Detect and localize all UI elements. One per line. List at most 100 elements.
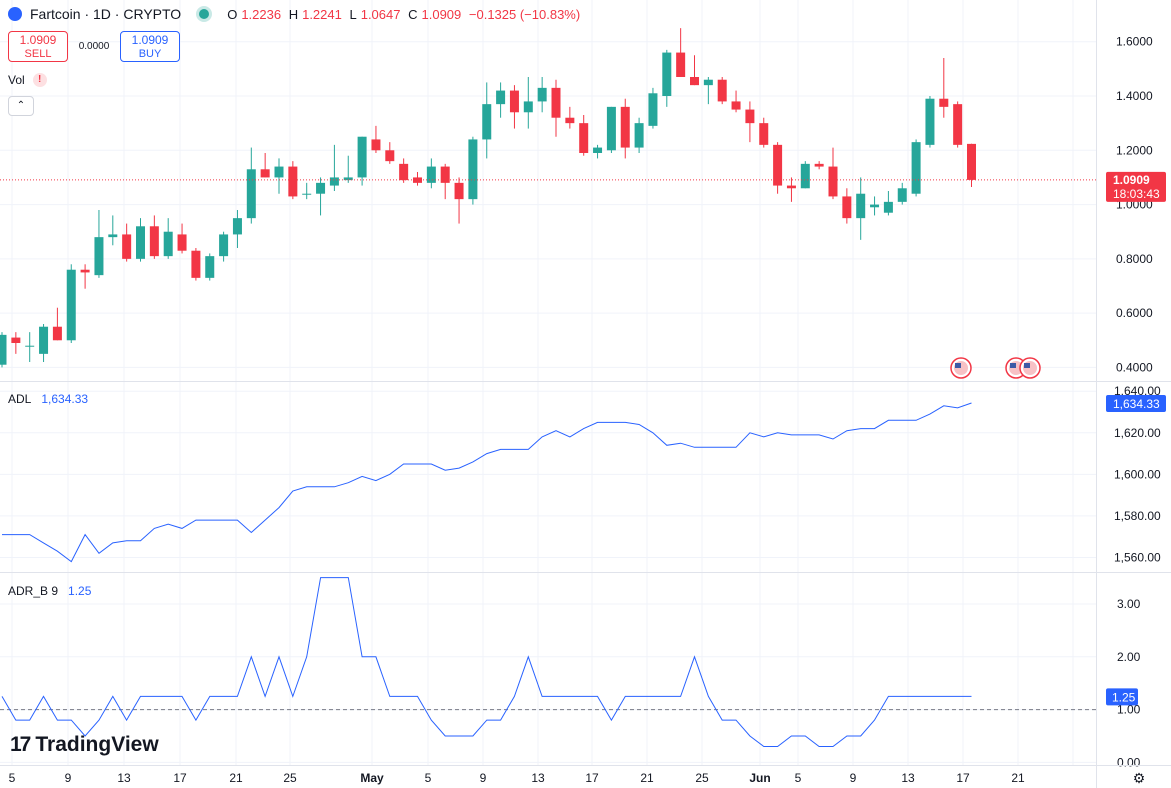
buy-price: 1.0909 bbox=[131, 33, 169, 47]
candle-body bbox=[676, 52, 686, 77]
time-tick-label: 9 bbox=[65, 771, 72, 785]
adl-tick-label: 1,600.00 bbox=[1114, 467, 1161, 481]
candle-body bbox=[731, 101, 741, 110]
last-price-value: 1.0909 bbox=[1113, 173, 1150, 187]
candle-body bbox=[648, 93, 658, 126]
open-label: O bbox=[227, 6, 238, 22]
time-tick-label: 25 bbox=[695, 771, 709, 785]
time-tick-label: 17 bbox=[956, 771, 970, 785]
candle-body bbox=[205, 256, 215, 278]
candle-body bbox=[856, 193, 866, 219]
candle-body bbox=[551, 87, 561, 118]
price-tick-label: 1.6000 bbox=[1116, 35, 1153, 49]
adl-name: ADL bbox=[8, 392, 32, 406]
logo-text: TradingView bbox=[35, 733, 159, 756]
time-tick-label: 5 bbox=[9, 771, 16, 785]
trade-panel: 1.0909 SELL 0.0000 1.0909 BUY bbox=[8, 31, 180, 62]
time-tick-label: May bbox=[360, 771, 384, 785]
adr-tick-label: 0.00 bbox=[1117, 755, 1141, 769]
adr-tick-label: 1.00 bbox=[1117, 703, 1141, 717]
candle-body bbox=[745, 109, 755, 124]
candle-body bbox=[800, 163, 810, 189]
tradingview-logo-icon: 17 bbox=[10, 733, 31, 756]
low-label: L bbox=[349, 6, 357, 22]
time-tick-label: 21 bbox=[1011, 771, 1025, 785]
candle-body bbox=[357, 136, 367, 178]
price-tick-label: 0.6000 bbox=[1116, 306, 1153, 320]
candle-body bbox=[399, 163, 409, 181]
time-tick-label: 13 bbox=[117, 771, 131, 785]
candle-body bbox=[579, 123, 589, 153]
symbol-title[interactable]: Fartcoin · 1D · CRYPTO bbox=[30, 6, 182, 22]
candle-body bbox=[786, 185, 796, 189]
time-tick-label: 17 bbox=[173, 771, 187, 785]
buy-button[interactable]: 1.0909 BUY bbox=[120, 31, 180, 62]
candle-body bbox=[828, 166, 838, 197]
candle-body bbox=[814, 163, 824, 167]
volume-legend[interactable]: Vol ! bbox=[8, 73, 47, 87]
time-tick-label: 13 bbox=[901, 771, 915, 785]
candle-body bbox=[371, 139, 381, 151]
adr-legend[interactable]: ADR_B 9 1.25 bbox=[8, 584, 91, 598]
candle-body bbox=[620, 106, 630, 148]
adl-tick-label: 1,640.00 bbox=[1114, 384, 1161, 398]
us-flag-icon bbox=[950, 357, 972, 379]
chevron-up-icon[interactable]: ⌃ bbox=[8, 96, 34, 116]
time-tick-label: 9 bbox=[850, 771, 857, 785]
gear-icon[interactable]: ⚙ bbox=[1132, 770, 1146, 786]
adl-badge-label: 1,634.33 bbox=[1113, 397, 1160, 411]
candle-body bbox=[925, 98, 935, 145]
buy-label: BUY bbox=[138, 48, 162, 60]
time-tick-label: 21 bbox=[640, 771, 654, 785]
last-price-badge bbox=[1106, 171, 1166, 202]
candle-body bbox=[717, 79, 727, 102]
sell-button[interactable]: 1.0909 SELL bbox=[8, 31, 68, 62]
candle-body bbox=[440, 166, 450, 183]
adr-tick-label: 3.00 bbox=[1117, 597, 1141, 611]
candle-body bbox=[108, 234, 118, 238]
candle-body bbox=[316, 182, 326, 194]
countdown-value: 18:03:43 bbox=[1113, 187, 1160, 201]
ohlc-values: O 1.2236 H 1.2241 L 1.0647 C 1.0909 −0.1325 … bbox=[227, 7, 584, 22]
high-label: H bbox=[288, 6, 299, 22]
open-value: 1.2236 bbox=[241, 6, 282, 22]
candle-body bbox=[343, 177, 353, 181]
change-value: −0.1325 (−10.83%) bbox=[468, 6, 581, 22]
candle-body bbox=[260, 169, 270, 178]
adr-value-badge bbox=[1106, 688, 1138, 706]
adl-legend[interactable]: ADL 1,634.33 bbox=[8, 392, 88, 406]
warning-icon[interactable]: ! bbox=[32, 73, 47, 87]
candle-body bbox=[274, 166, 284, 178]
candle-body bbox=[219, 234, 229, 257]
candle-body bbox=[66, 269, 76, 341]
candle-body bbox=[634, 123, 644, 148]
candle-body bbox=[329, 177, 339, 186]
candle-body bbox=[482, 104, 492, 140]
candle-body bbox=[606, 106, 616, 151]
candle-body bbox=[773, 144, 783, 186]
tradingview-logo[interactable]: 17 TradingView bbox=[10, 733, 159, 757]
candle-body bbox=[953, 104, 963, 145]
candle-body bbox=[94, 237, 104, 276]
adl-tick-label: 1,620.00 bbox=[1114, 426, 1161, 440]
sell-label: SELL bbox=[24, 48, 52, 60]
candle-body bbox=[537, 87, 547, 102]
candle-body bbox=[149, 226, 159, 257]
candle-body bbox=[11, 337, 21, 343]
candle-body bbox=[897, 188, 907, 202]
price-tick-label: 1.4000 bbox=[1116, 89, 1153, 103]
adr-name: ADR_B 9 bbox=[8, 584, 59, 598]
time-tick-label: 13 bbox=[531, 771, 545, 785]
market-status-icon[interactable] bbox=[199, 9, 210, 19]
candle-body bbox=[25, 345, 35, 347]
candle-body bbox=[883, 201, 893, 213]
sell-price: 1.0909 bbox=[19, 33, 57, 47]
price-tick-label: 1.2000 bbox=[1116, 143, 1153, 157]
candle-body bbox=[177, 234, 187, 251]
candle-body bbox=[662, 52, 672, 96]
close-label: C bbox=[408, 6, 418, 22]
time-tick-label: 9 bbox=[480, 771, 487, 785]
price-tick-label: 0.8000 bbox=[1116, 252, 1153, 266]
adl-value: 1,634.33 bbox=[41, 392, 89, 406]
